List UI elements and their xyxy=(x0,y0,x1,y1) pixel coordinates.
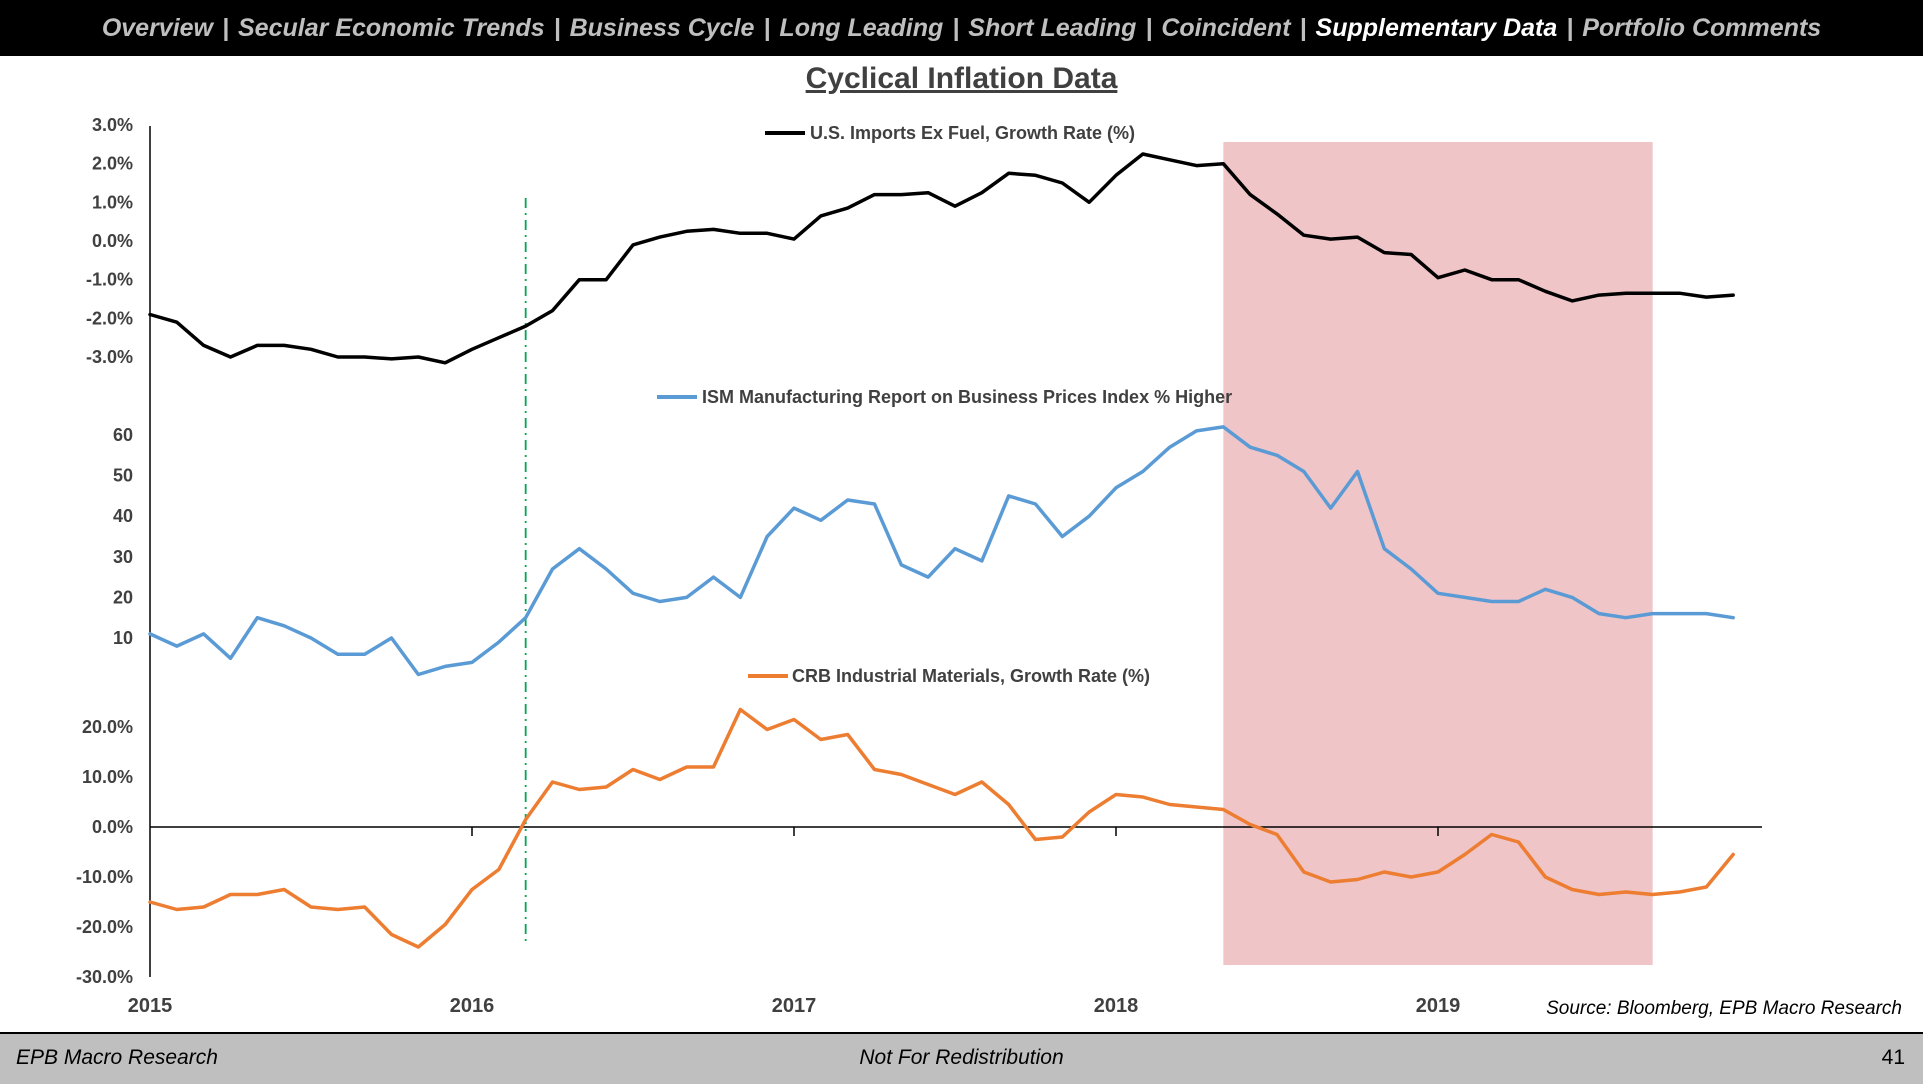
x-tick-label: 2018 xyxy=(1094,995,1139,1017)
crb-materials-y-tick-label: 0.0% xyxy=(92,817,133,837)
ism-prices-line xyxy=(148,425,1735,677)
shaded-region xyxy=(1223,142,1653,965)
crb-materials-y-tick-label: -20.0% xyxy=(76,917,133,937)
nav-separator: | xyxy=(222,13,229,42)
nav-separator: | xyxy=(553,13,561,42)
crb-materials-y-tick-label: 10.0% xyxy=(82,767,133,787)
crb-materials-y-tick-label: 20.0% xyxy=(82,717,133,737)
page-title: Cyclical Inflation Data xyxy=(805,62,1118,95)
imports-y-tick-label: -1.0% xyxy=(86,270,133,290)
nav-item-business-cycle[interactable]: Business Cycle xyxy=(569,13,755,42)
ism-prices-y-tick-label: 40 xyxy=(113,506,133,526)
imports-y-tick-label: 3.0% xyxy=(92,115,133,135)
crb-materials-y-tick-label: -10.0% xyxy=(76,867,133,887)
footer-brand: EPB Macro Research xyxy=(16,1046,218,1069)
imports-legend-label: U.S. Imports Ex Fuel, Growth Rate (%) xyxy=(810,123,1135,143)
nav-separator: | xyxy=(1145,13,1153,42)
imports-y-tick-label: -3.0% xyxy=(86,347,133,367)
inflation-chart: 2015 2016 2017 2018 2019 3.0% 2.0% 1.0% 0.0% -1.0… xyxy=(76,115,1902,1019)
source-note: Source: Bloomberg, EPB Macro Research xyxy=(1546,998,1902,1019)
ism-prices-legend-label: ISM Manufacturing Report on Business Pri… xyxy=(702,387,1232,407)
ism-prices-y-tick-label: 30 xyxy=(113,547,133,567)
x-tick-label: 2017 xyxy=(772,995,817,1017)
ism-prices-y-tick-label: 50 xyxy=(113,466,133,486)
x-tick-label: 2016 xyxy=(450,995,495,1017)
nav-item-portfolio-comments[interactable]: Portfolio Comments xyxy=(1582,13,1822,42)
page-number: 41 xyxy=(1881,1046,1905,1069)
nav-separator: | xyxy=(1566,13,1574,42)
crb-materials-legend-label: CRB Industrial Materials, Growth Rate (%… xyxy=(792,666,1150,686)
ism-prices-y-tick-label: 20 xyxy=(113,587,133,607)
ism-prices-y-tick-label: 10 xyxy=(113,628,133,648)
nav-item-coincident[interactable]: Coincident xyxy=(1161,13,1291,42)
crb-materials-y-tick-label: -30.0% xyxy=(76,967,133,987)
ism-prices-y-tick-label: 60 xyxy=(113,425,133,445)
nav-item-overview[interactable]: Overview xyxy=(101,13,213,42)
x-tick-label: 2015 xyxy=(128,995,173,1017)
nav-separator: | xyxy=(763,13,771,42)
footer-notice: Not For Redistribution xyxy=(859,1046,1064,1069)
nav-item-secular-economic-trends[interactable]: Secular Economic Trends xyxy=(238,13,545,42)
x-tick-label: 2019 xyxy=(1416,995,1461,1017)
nav-separator: | xyxy=(952,13,960,42)
footer: EPB Macro Research Not For Redistributio… xyxy=(0,1032,1923,1084)
top-navigation: Overview | Secular Economic Trends | Busines… xyxy=(0,0,1923,56)
imports-y-tick-label: -2.0% xyxy=(86,308,133,328)
crb-materials-line xyxy=(148,707,1735,949)
imports-line xyxy=(148,152,1735,365)
nav-separator: | xyxy=(1299,13,1307,42)
nav-item-long-leading[interactable]: Long Leading xyxy=(779,13,944,42)
nav-item-short-leading[interactable]: Short Leading xyxy=(968,13,1137,42)
imports-y-tick-label: 0.0% xyxy=(92,231,133,251)
imports-y-tick-label: 1.0% xyxy=(92,192,133,212)
nav-item-supplementary-data[interactable]: Supplementary Data xyxy=(1315,13,1558,42)
imports-y-tick-label: 2.0% xyxy=(92,154,133,174)
